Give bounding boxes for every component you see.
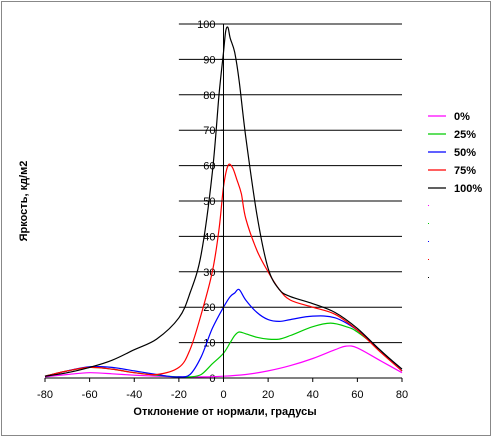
legend-label-3: 75% (454, 165, 476, 177)
legend-empty-marker-2 (428, 241, 429, 242)
y-tick-label-10: 100 (197, 19, 215, 31)
y-tick-label-8: 80 (203, 90, 215, 102)
legend-empty-marker-1 (428, 223, 429, 224)
legend-empty-marker-3 (428, 259, 429, 260)
x-tick-label-5: 20 (262, 389, 274, 401)
legend-label-4: 100% (454, 183, 482, 195)
x-axis-tick-labels: -80 -60 -40 -20 0 20 40 60 80 (37, 389, 408, 401)
y-tick-label-4: 40 (203, 231, 215, 243)
gridlines (178, 23, 402, 344)
x-tick-label-4: 0 (220, 389, 226, 401)
x-tick-label-1: -60 (82, 389, 98, 401)
series-lines (44, 26, 403, 378)
series-line-2 (44, 288, 403, 378)
x-axis-title: Отклонение от нормали, градусы (133, 406, 316, 418)
y-tick-label-7: 70 (203, 125, 215, 137)
y-tick-label-3: 30 (203, 267, 215, 279)
y-tick-label-0: 0 (209, 373, 215, 385)
y-tick-label-1: 10 (203, 338, 215, 350)
series-line-0 (44, 345, 403, 378)
x-tick-label-7: 60 (351, 389, 363, 401)
x-tick-label-3: -20 (171, 389, 187, 401)
y-tick-label-9: 90 (203, 54, 215, 66)
legend: 0% 25% 50% 75% 100% (428, 111, 482, 278)
x-tick-label-0: -80 (37, 389, 53, 401)
series-line-4 (44, 26, 403, 377)
series-line-3 (44, 163, 403, 377)
legend-label-2: 50% (454, 147, 476, 159)
x-tick-label-8: 80 (396, 389, 408, 401)
y-tick-label-2: 20 (203, 302, 215, 314)
x-tick-label-6: 40 (307, 389, 319, 401)
x-tick-label-2: -40 (126, 389, 142, 401)
axes (44, 23, 403, 382)
y-axis-title: Яркость, кд/м2 (18, 161, 30, 242)
legend-label-0: 0% (454, 111, 470, 123)
legend-empty-marker-4 (428, 277, 429, 278)
legend-label-1: 25% (454, 129, 476, 141)
legend-empty-marker-0 (428, 205, 429, 206)
